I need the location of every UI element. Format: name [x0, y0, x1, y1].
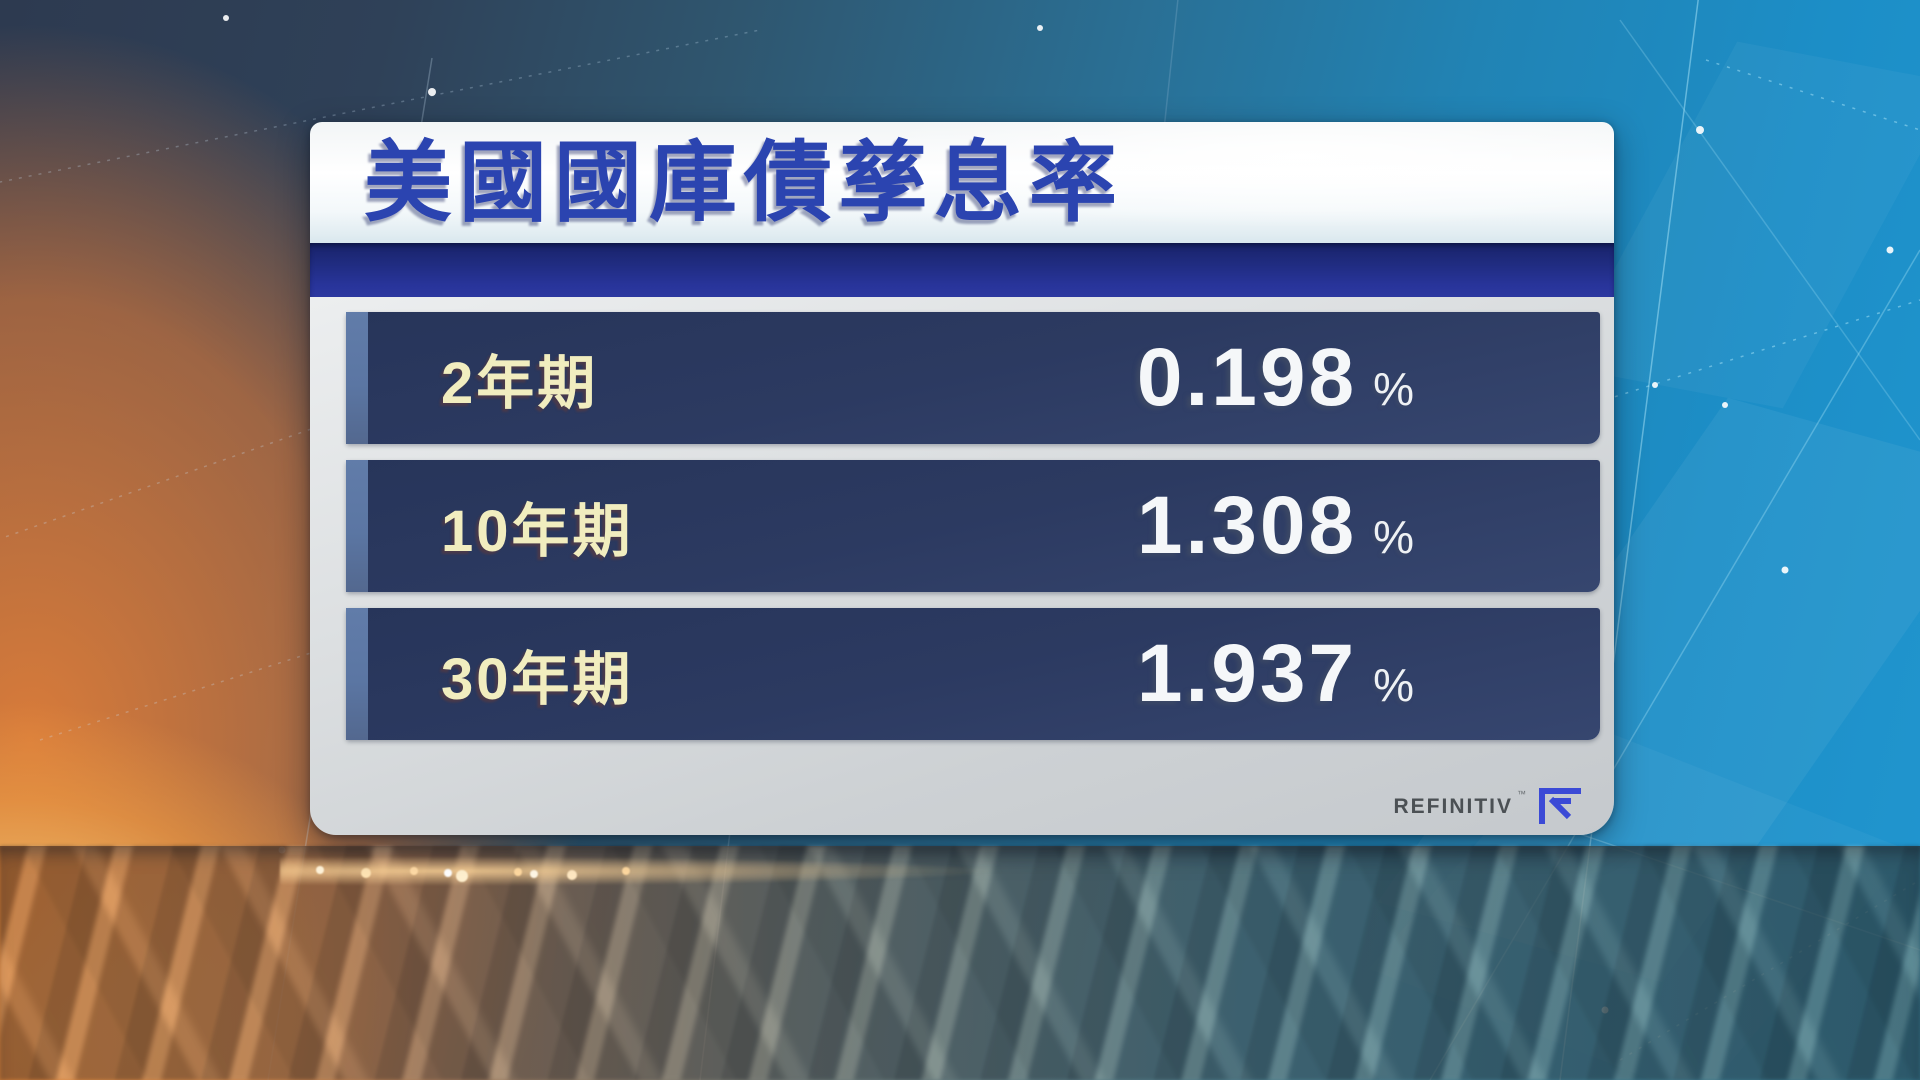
yield-value-group: 1.937 % — [1137, 627, 1414, 721]
yield-panel: 美國國庫債孳息率 2年期 0.198 % 10年期 1.308 — [310, 122, 1614, 835]
yield-row-10y: 10年期 1.308 % — [346, 460, 1600, 592]
yield-value: 0.198 — [1136, 332, 1358, 423]
orange-light-streak — [280, 856, 1000, 886]
panel-title-underbar — [310, 243, 1614, 297]
percent-sign: % — [1373, 659, 1414, 711]
maturity-label: 2年期 — [441, 351, 599, 416]
yield-rows: 2年期 0.198 % 10年期 1.308 % 30年 — [346, 312, 1600, 740]
refinitiv-wordmark: REFINITIV — [1393, 795, 1513, 818]
percent-sign: % — [1373, 363, 1414, 415]
percent-sign: % — [1373, 511, 1414, 563]
panel-title: 美國國庫債孳息率 — [364, 132, 1125, 232]
yield-value: 1.308 — [1136, 480, 1358, 571]
light-glints — [316, 866, 324, 874]
refinitiv-logo-icon — [1539, 788, 1581, 824]
row-accent-stripe — [346, 460, 368, 592]
yield-value-group: 0.198 % — [1137, 331, 1414, 425]
row-accent-stripe — [346, 608, 368, 740]
maturity-label: 30年期 — [441, 647, 634, 712]
trademark-mark: ™ — [1517, 789, 1526, 799]
yield-value: 1.937 — [1136, 628, 1358, 719]
wave-texture-band — [0, 846, 1920, 1080]
maturity-label: 10年期 — [441, 499, 634, 564]
panel-body: 2年期 0.198 % 10年期 1.308 % 30年 — [310, 297, 1614, 835]
yield-value-group: 1.308 % — [1137, 479, 1414, 573]
row-accent-stripe — [346, 312, 368, 444]
yield-row-30y: 30年期 1.937 % — [346, 608, 1600, 740]
refinitiv-brand: REFINITIV ™ — [1393, 787, 1584, 827]
panel-header: 美國國庫債孳息率 — [310, 122, 1614, 243]
yield-row-2y: 2年期 0.198 % — [346, 312, 1600, 444]
